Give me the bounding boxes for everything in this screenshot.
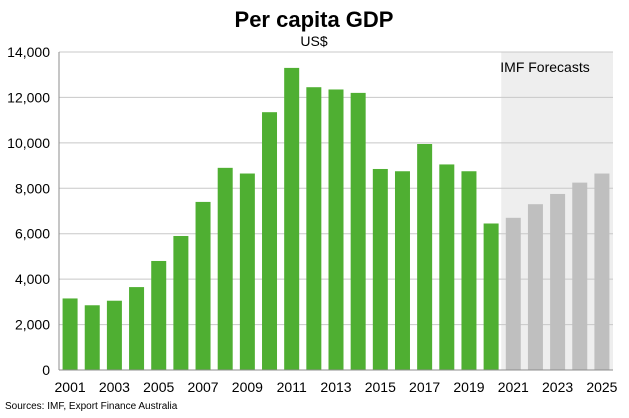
x-tick-label: 2019 — [453, 379, 484, 395]
bar-2011 — [284, 67, 300, 371]
x-tick-label: 2015 — [365, 379, 396, 395]
source-note: Sources: IMF, Export Finance Australia — [5, 401, 178, 412]
bar-2024 — [572, 182, 588, 370]
x-tick-label: 2005 — [143, 379, 174, 395]
y-tick-label: 0 — [42, 362, 50, 378]
bar-2023 — [550, 193, 566, 370]
x-tick-label: 2009 — [232, 379, 263, 395]
chart-title: Per capita GDP — [235, 7, 394, 32]
bar-2017 — [417, 143, 433, 370]
y-tick-label: 12,000 — [7, 89, 50, 105]
x-tick-label: 2013 — [320, 379, 351, 395]
y-tick-label: 10,000 — [7, 135, 50, 151]
y-axis-tick-labels: 0 2,000 4,000 6,000 8,000 10,000 12,000 14,000 — [7, 44, 50, 378]
bar-2013 — [328, 89, 344, 370]
bar-2012 — [306, 87, 322, 370]
chart-subtitle: US$ — [300, 33, 327, 49]
bar-2014 — [350, 92, 366, 370]
x-tick-label: 2011 — [277, 379, 307, 395]
bar-2020 — [483, 223, 499, 370]
bar-2007 — [195, 201, 211, 370]
bar-2022 — [527, 204, 543, 370]
x-tick-label: 2023 — [542, 379, 573, 395]
bar-2010 — [262, 112, 278, 370]
forecast-label: IMF Forecasts — [500, 59, 589, 75]
bar-2005 — [151, 260, 167, 370]
x-tick-label: 2021 — [498, 379, 529, 395]
x-tick-label: 2007 — [187, 379, 218, 395]
x-tick-label: 2001 — [55, 379, 86, 395]
bar-2006 — [173, 235, 189, 370]
x-tick-label: 2003 — [99, 379, 130, 395]
bar-2003 — [106, 300, 122, 370]
bar-2016 — [394, 171, 410, 370]
x-tick-label: 2025 — [586, 379, 617, 395]
y-tick-label: 14,000 — [7, 44, 50, 60]
bar-2021 — [505, 217, 521, 370]
y-tick-label: 2,000 — [15, 317, 50, 333]
y-tick-label: 6,000 — [15, 226, 50, 242]
bar-2008 — [217, 167, 233, 370]
bar-2009 — [239, 173, 255, 370]
bar-2015 — [372, 168, 388, 370]
bar-2001 — [62, 298, 78, 370]
bar-2004 — [129, 287, 145, 370]
bars — [62, 67, 610, 371]
x-axis-tick-labels: 2001 2003 2005 2007 2009 2011 2013 2015 2017 2019… — [55, 379, 618, 395]
bar-2018 — [439, 164, 455, 370]
bar-2002 — [84, 305, 100, 370]
y-tick-label: 4,000 — [15, 271, 50, 287]
bar-2025 — [594, 173, 610, 370]
bar-2019 — [461, 171, 477, 370]
y-tick-label: 8,000 — [15, 180, 50, 196]
x-tick-label: 2017 — [409, 379, 440, 395]
